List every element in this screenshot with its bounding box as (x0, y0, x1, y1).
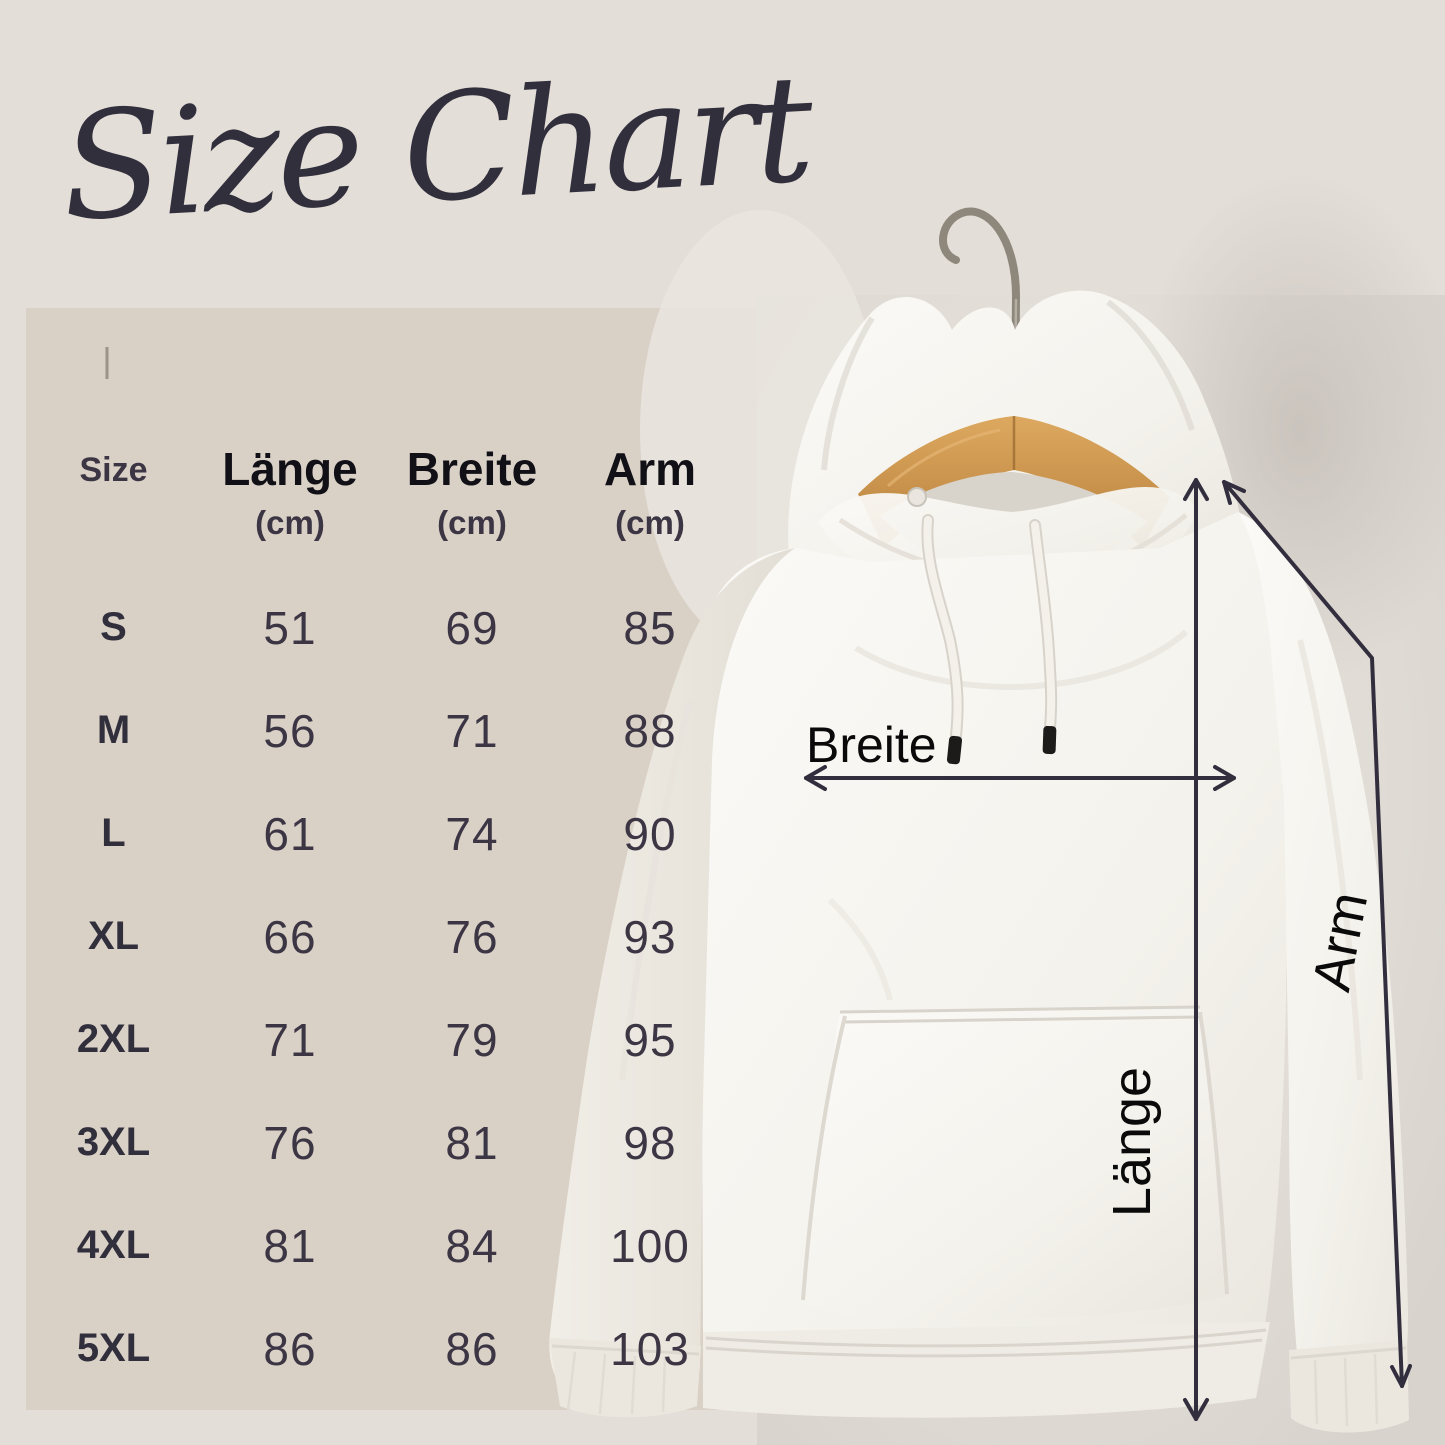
table-cell-laenge: 76 (263, 1116, 317, 1169)
table-cell-arm: 95 (623, 1013, 677, 1066)
table-row-size-label: M (96, 708, 131, 752)
hoodie-right-sleeve (1238, 512, 1409, 1433)
hoodie-drawstrings (907, 487, 1058, 765)
drawstring-aglet-right (1042, 725, 1057, 755)
table-cell-laenge: 71 (263, 1013, 317, 1066)
table-row-size-label: 4XL (76, 1223, 151, 1267)
table-cell-laenge: 56 (263, 704, 317, 757)
table-cell-breite: 86 (445, 1322, 499, 1375)
table-cell-arm: 98 (623, 1116, 677, 1169)
drawstring-aglet-left (946, 735, 963, 765)
table-cell-breite: 76 (445, 910, 499, 963)
table-row-size-label: 3XL (76, 1120, 151, 1164)
table-row-size-label: 5XL (76, 1326, 151, 1370)
laenge-label: Länge (1102, 1067, 1162, 1217)
column-header-breite: Breite (cm) (406, 443, 538, 541)
table-cell-arm: 88 (623, 704, 677, 757)
wooden-hanger (858, 416, 1170, 548)
table-cell-laenge: 86 (263, 1322, 317, 1375)
hoodie-hood (788, 290, 1240, 588)
breite-label: Breite (806, 717, 937, 773)
table-cell-breite: 84 (445, 1219, 499, 1272)
table-cell-arm: 90 (623, 807, 677, 860)
table-cell-laenge: 61 (263, 807, 317, 860)
table-cell-arm: 93 (623, 910, 677, 963)
hood-collar (818, 472, 1198, 600)
arm-label: Arm (1301, 887, 1379, 996)
page-title: Size Chart (57, 42, 814, 254)
laenge-arrow (1183, 478, 1209, 1421)
table-row-size-label: L (101, 811, 126, 855)
table-cell-breite: 69 (445, 601, 499, 654)
table-cell-arm: 100 (610, 1219, 690, 1272)
table-cell-breite: 74 (445, 807, 499, 860)
table-row-size-label: 2XL (76, 1017, 151, 1061)
hanger-hook-icon (939, 207, 1021, 424)
photo-backdrop (640, 170, 1445, 1445)
column-header-laenge: Länge (cm) (222, 443, 358, 541)
column-header-size: Size (26, 308, 201, 576)
kangaroo-pocket (800, 1005, 1229, 1320)
arm-arrow (1222, 480, 1412, 1388)
size-table: Size Länge (cm) Breite (cm) Arm (cm) S 5… (26, 308, 757, 1410)
column-header-arm: Arm (cm) (603, 443, 697, 541)
size-header-label: Size (79, 451, 148, 489)
table-cell-arm: 85 (623, 601, 677, 654)
table-cell-breite: 71 (445, 704, 499, 757)
table-cell-breite: 81 (445, 1116, 499, 1169)
hoodie-body (700, 512, 1292, 1418)
table-cell-arm: 103 (610, 1322, 690, 1375)
table-cell-breite: 79 (445, 1013, 499, 1066)
table-row-size-label: XL (87, 914, 140, 958)
table-row-size-label: S (100, 605, 127, 649)
breite-arrow (804, 765, 1236, 791)
table-cell-laenge: 81 (263, 1219, 317, 1272)
table-cell-laenge: 51 (263, 601, 317, 654)
table-cell-laenge: 66 (263, 910, 317, 963)
